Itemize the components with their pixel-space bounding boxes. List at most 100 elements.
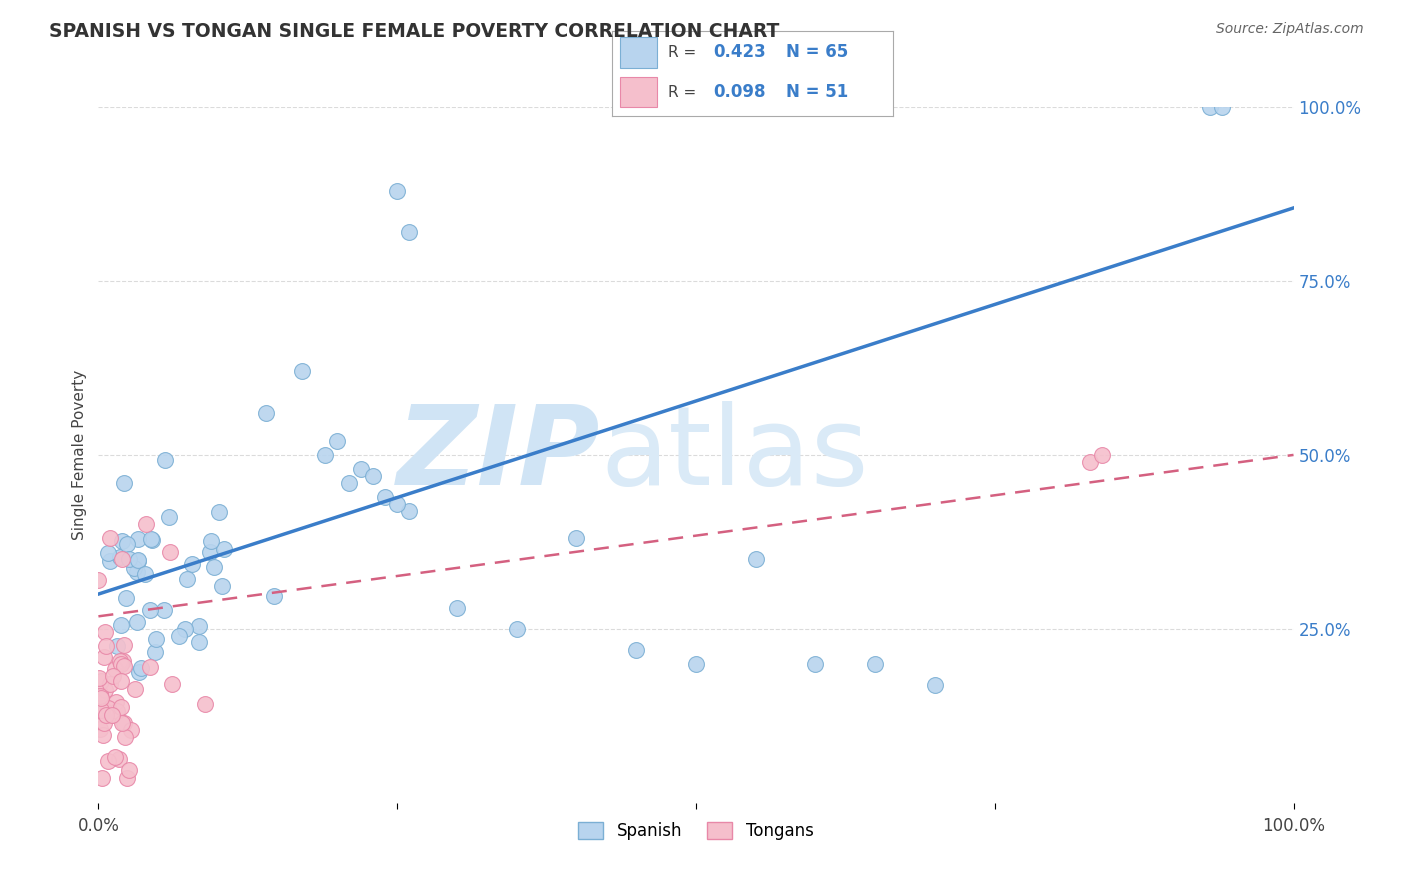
- Point: [105, 704, 128, 718]
- Point: [110, 657, 132, 672]
- Point: [111, 552, 134, 566]
- Point: [90, 772, 112, 786]
- Text: N = 51: N = 51: [786, 83, 848, 101]
- Point: [112, 659, 135, 673]
- Point: [326, 434, 349, 448]
- Point: [865, 657, 887, 671]
- Point: [174, 623, 197, 637]
- Legend: Spanish, Tongans: Spanish, Tongans: [572, 815, 820, 847]
- Text: 0.098: 0.098: [713, 83, 765, 101]
- Point: [94, 707, 117, 722]
- Point: [108, 654, 131, 668]
- Point: [804, 657, 827, 671]
- Point: [385, 184, 409, 198]
- Point: [93, 625, 115, 640]
- Point: [118, 552, 141, 566]
- Point: [93, 705, 115, 719]
- Point: [128, 665, 150, 679]
- Point: [685, 657, 707, 671]
- Point: [194, 698, 217, 712]
- Point: [98, 676, 121, 690]
- Point: [97, 700, 120, 714]
- Point: [135, 517, 157, 532]
- Point: [315, 448, 337, 462]
- Point: [114, 730, 136, 744]
- Point: [198, 545, 221, 559]
- Point: [97, 754, 120, 768]
- Point: [110, 549, 132, 564]
- Point: [101, 708, 124, 723]
- Point: [1091, 448, 1114, 462]
- Point: [89, 686, 111, 700]
- Point: [291, 364, 314, 378]
- Point: [139, 532, 162, 546]
- Point: [398, 503, 420, 517]
- Point: [145, 632, 167, 646]
- Point: [93, 716, 115, 731]
- Point: [127, 566, 149, 580]
- Point: [181, 558, 204, 572]
- Point: [112, 475, 135, 490]
- Point: [188, 635, 211, 649]
- Text: atlas: atlas: [600, 401, 869, 508]
- Point: [90, 702, 112, 716]
- Point: [115, 591, 138, 605]
- Point: [120, 723, 142, 737]
- Point: [124, 681, 146, 696]
- Point: [1199, 100, 1222, 114]
- Point: [363, 468, 385, 483]
- Point: [110, 674, 132, 689]
- Point: [115, 537, 138, 551]
- Text: R =: R =: [668, 85, 696, 100]
- Point: [98, 553, 121, 567]
- Point: [139, 660, 162, 674]
- Point: [105, 639, 128, 653]
- Point: [103, 749, 125, 764]
- Point: [98, 532, 122, 546]
- Point: [104, 662, 127, 676]
- Point: [107, 752, 129, 766]
- Text: SPANISH VS TONGAN SINGLE FEMALE POVERTY CORRELATION CHART: SPANISH VS TONGAN SINGLE FEMALE POVERTY …: [49, 22, 779, 41]
- Point: [263, 589, 285, 603]
- Point: [167, 629, 190, 643]
- Point: [134, 566, 156, 581]
- Point: [339, 475, 361, 490]
- Point: [446, 601, 468, 615]
- Point: [1211, 100, 1233, 114]
- Point: [160, 676, 183, 690]
- Point: [94, 682, 117, 697]
- Point: [127, 554, 149, 568]
- Point: [89, 722, 111, 736]
- Point: [350, 462, 373, 476]
- Point: [104, 695, 127, 709]
- Point: [111, 716, 134, 731]
- Point: [112, 716, 135, 731]
- Point: [202, 560, 225, 574]
- Point: [506, 622, 529, 636]
- Text: N = 65: N = 65: [786, 44, 848, 62]
- Point: [112, 638, 135, 652]
- Point: [125, 615, 148, 629]
- Point: [112, 654, 135, 668]
- Point: [90, 674, 112, 689]
- Point: [745, 552, 768, 566]
- Point: [93, 649, 115, 664]
- Point: [200, 534, 222, 549]
- Point: [176, 573, 198, 587]
- Point: [153, 453, 176, 467]
- Point: [101, 708, 124, 723]
- Point: [122, 560, 145, 574]
- Point: [96, 639, 118, 653]
- Point: [398, 225, 420, 239]
- Point: [97, 546, 120, 560]
- Point: [87, 573, 110, 587]
- Point: [565, 532, 588, 546]
- Point: [211, 578, 233, 592]
- Point: [89, 671, 111, 685]
- Point: [89, 689, 111, 703]
- Point: [91, 728, 114, 742]
- Point: [153, 603, 176, 617]
- Point: [374, 490, 396, 504]
- Point: [129, 661, 152, 675]
- Point: [157, 510, 180, 524]
